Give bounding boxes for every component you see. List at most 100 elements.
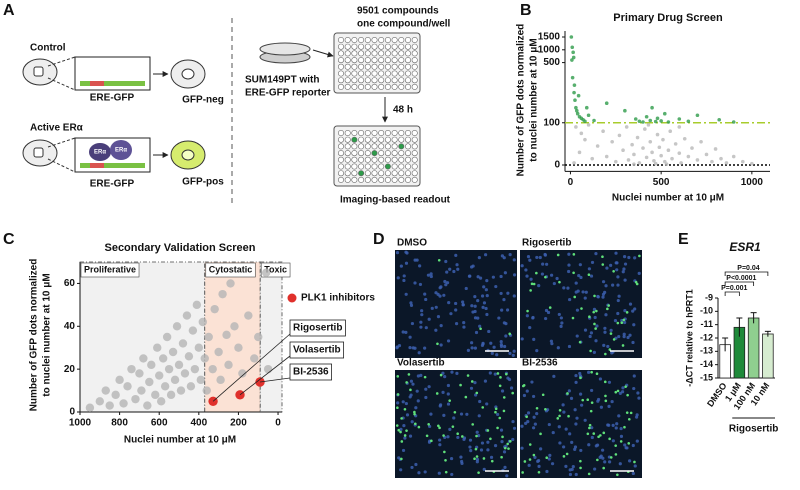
well	[391, 57, 398, 64]
region-label: Cytostatic	[209, 264, 253, 274]
nucleus-dot	[555, 276, 559, 281]
gfp-dot	[589, 349, 592, 353]
well	[404, 70, 411, 77]
nucleus-dot	[462, 325, 466, 329]
well	[364, 156, 371, 163]
gfp-dot	[623, 425, 626, 429]
x-tick-label: 500	[653, 177, 670, 188]
point	[604, 101, 609, 106]
nucleus-dot	[477, 256, 481, 260]
x-axis-label: Nuclei number at 10 μM	[124, 435, 236, 446]
gfp-dot	[556, 417, 560, 420]
nucleus-dot	[423, 346, 427, 350]
x-tick-label: 800	[111, 418, 128, 429]
well	[337, 170, 344, 177]
well	[404, 63, 411, 70]
well	[364, 130, 371, 137]
nucleus-dot	[623, 262, 628, 266]
nucleus	[181, 149, 195, 161]
gfp-dot	[396, 406, 399, 410]
nucleus-dot	[477, 434, 481, 438]
nucleus-dot	[409, 379, 414, 383]
nucleus-dot	[618, 462, 622, 466]
nucleus-dot	[491, 275, 495, 279]
nucleus-dot	[583, 418, 587, 422]
nucleus-dot	[461, 303, 465, 307]
point	[174, 360, 184, 370]
cell-line-label: SUM149PT with	[245, 75, 319, 86]
gfp-dot	[572, 271, 575, 275]
gfp-dot	[397, 428, 401, 432]
well	[358, 170, 365, 177]
nucleus-dot	[413, 346, 417, 350]
nucleus-dot	[601, 448, 605, 452]
gfp-dot	[496, 372, 500, 375]
nucleus-dot	[566, 286, 570, 290]
row-label: Active ERα	[30, 123, 84, 134]
gfp-dot	[602, 466, 605, 470]
y-tick-label: 1500	[538, 32, 561, 43]
nucleus-dot	[550, 273, 554, 277]
gfp-dot	[528, 443, 532, 446]
point	[202, 386, 211, 395]
well	[404, 176, 411, 183]
nucleus-dot	[619, 426, 623, 431]
nucleus-dot	[428, 424, 432, 429]
nucleus-dot	[576, 289, 580, 293]
receptor-label: ERα	[94, 150, 106, 156]
well	[371, 43, 378, 50]
nucleus-dot	[592, 350, 596, 354]
gfp-dot	[461, 435, 464, 438]
well	[391, 136, 398, 143]
nucleus-dot	[617, 334, 621, 339]
well	[344, 63, 351, 70]
gfp-dot	[528, 458, 532, 461]
gfp-dot	[532, 282, 536, 286]
point	[630, 142, 634, 147]
nucleus-dot	[427, 317, 431, 321]
well	[391, 156, 398, 163]
nucleus-dot	[499, 339, 503, 344]
gfp-dot	[523, 460, 527, 463]
nucleus-dot	[484, 253, 488, 257]
well	[358, 163, 365, 170]
gfp-dot	[586, 398, 590, 401]
well	[404, 43, 411, 50]
gfp-dot	[579, 466, 582, 470]
y-axis-label: Number of GFP dots normalized	[29, 259, 40, 412]
gfp-dot	[494, 410, 497, 414]
nucleus-dot	[482, 467, 486, 471]
nucleus-dot	[443, 375, 447, 379]
well	[378, 143, 385, 150]
well	[337, 150, 344, 157]
nucleus-dot	[611, 283, 615, 287]
gfp-dot	[558, 414, 561, 418]
gfp-dot	[587, 472, 591, 476]
well	[358, 77, 365, 84]
point	[216, 375, 225, 385]
gfp-dot	[604, 399, 608, 403]
point	[686, 119, 691, 124]
nucleus-dot	[418, 282, 423, 287]
significance-bracket	[724, 291, 740, 296]
point	[576, 93, 581, 98]
point	[153, 343, 162, 352]
nucleus-dot	[454, 322, 459, 326]
well	[391, 143, 398, 150]
panel-letter: A	[3, 2, 15, 19]
nucleus-dot	[401, 400, 405, 404]
well	[404, 136, 411, 143]
gfp-dot	[566, 392, 569, 395]
nucleus-dot	[535, 412, 539, 416]
well	[371, 156, 378, 163]
nucleus-dot	[592, 307, 597, 311]
point	[586, 123, 591, 127]
nucleus-dot	[607, 380, 612, 384]
point	[164, 364, 174, 374]
well	[351, 77, 358, 84]
nucleus-dot	[437, 471, 441, 475]
nucleus-dot	[590, 388, 594, 393]
gfp-dot	[396, 393, 400, 396]
well	[398, 77, 405, 84]
gfp-dot	[400, 417, 403, 420]
